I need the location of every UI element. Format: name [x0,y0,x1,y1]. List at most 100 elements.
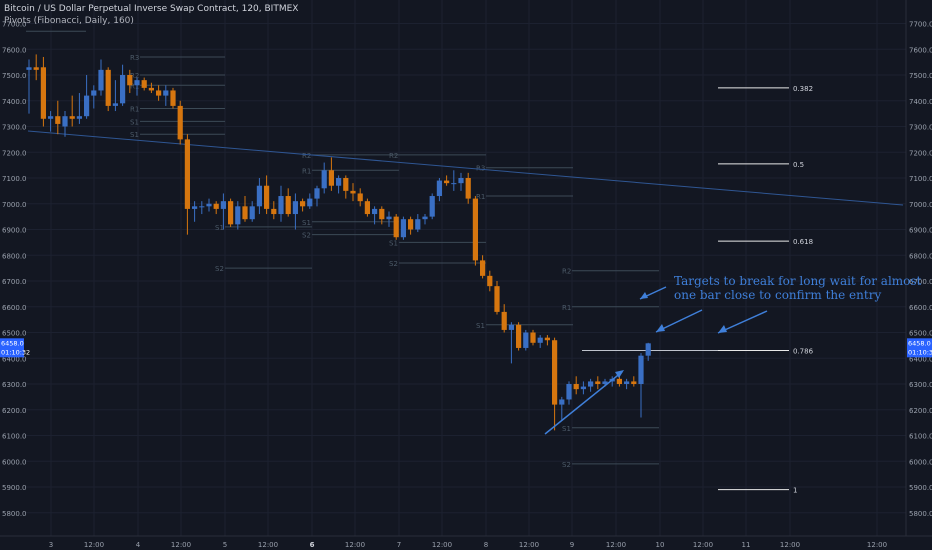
candle [184,134,190,235]
candle [235,201,241,230]
price-axis-left[interactable]: 7700.0 7600.0 7500.0 7400.0 7300.0 7200.0 7100… [0,0,27,536]
annotation-arrows [544,286,768,435]
candle-body [465,178,471,199]
price-tick-left: 6000.0 [2,458,27,466]
indicator-label[interactable]: Pivots (Fibonacci, Daily, 160) [4,16,134,26]
time-label: 8 [484,541,488,549]
pivot-label: S1 [215,224,224,232]
candle-body [249,206,255,220]
candle [307,193,313,209]
candle-body [300,201,306,207]
price-tick-right: 7700.0 [909,21,932,29]
candle [134,77,140,96]
candle [645,342,651,361]
candle [256,178,262,215]
candle [393,214,399,240]
price-tick-right: 6300.0 [909,381,932,389]
candle [372,206,378,225]
pivot-label: R2 [130,72,139,80]
candle-body [148,87,154,91]
candle [285,188,291,217]
candle [400,216,406,240]
candle [199,201,205,215]
candle-body [444,180,450,184]
candle-body [271,208,277,215]
candle-body [76,116,82,119]
candle-body [400,219,406,238]
candle [638,353,644,418]
candle [415,214,421,233]
candle-body [292,201,298,215]
candle [559,396,565,421]
pivot-label: R2 [302,152,311,160]
candle [55,100,61,135]
candle-body [458,178,464,184]
candle-body [105,69,111,106]
left-axis-bg [0,0,26,536]
candle [516,322,522,351]
time-label: 7 [397,541,401,549]
price-tick-left: 7200.0 [2,149,27,157]
candle-body [278,196,284,215]
candle-body [33,67,39,70]
time-label: 9 [570,541,574,549]
time-axis[interactable]: 3 12:00 4 12:00 5 12:00 6 12:00 7 12:00 8 12:00 9 12:… [0,535,932,550]
candle-body [379,208,385,220]
price-tick-left: 6700.0 [2,278,27,286]
candle-body [350,190,356,194]
candle-body [127,75,133,86]
price-tick-right: 7500.0 [909,72,932,80]
candle-body [357,193,363,202]
price-tick-left: 6300.0 [2,381,27,389]
candle [566,381,572,405]
candle-body [616,378,622,384]
time-label: 12:00 [345,541,365,549]
candle [487,270,493,292]
fib-label: 1 [793,487,797,495]
candle [127,69,133,94]
price-tag-bg [0,338,24,358]
price-tick-left: 6900.0 [2,227,27,235]
candle [422,214,428,225]
price-tick-right: 6800.0 [909,252,932,260]
annotation-text: Targets to break for long wait for almos… [674,274,921,302]
time-label: 10 [656,541,665,549]
candle [364,198,370,217]
arrow-mid-head [656,324,665,332]
candle [580,381,586,395]
pivot-label: S1 [130,118,139,126]
candle [343,175,349,199]
candle [436,178,442,202]
candle-body [602,381,608,384]
arrow-right [717,310,768,334]
price-axis-right[interactable]: 7700.0 7600.0 7500.0 7400.0 7300.0 7200.0 7100… [905,0,932,536]
candle [156,85,162,101]
candle [451,170,457,191]
time-label: 12:00 [171,541,191,549]
candle [278,185,284,222]
candle-body [487,275,493,287]
candle [163,85,169,106]
candle-body [163,90,169,96]
time-label: 12:00 [780,541,800,549]
candle-body [408,219,414,230]
candle [588,378,594,392]
pivot-label: R3 [130,54,139,62]
candle [48,111,54,132]
descending-trendline[interactable] [27,130,904,206]
candle-body [69,116,75,119]
price-tick-left: 5800.0 [2,510,27,518]
candle [494,281,500,315]
pivot-label: S2 [215,265,224,273]
candle [84,75,90,119]
candle [444,175,450,186]
price-tick-left: 5900.0 [2,484,27,492]
candle [314,185,320,207]
candle [530,329,536,346]
candle-body [328,170,334,186]
price-tick-right: 6600.0 [909,304,932,312]
price-tick-left: 7300.0 [2,124,27,132]
last-time-label: 01:10:32 [908,348,932,356]
pivot-label: R3 [476,165,485,173]
